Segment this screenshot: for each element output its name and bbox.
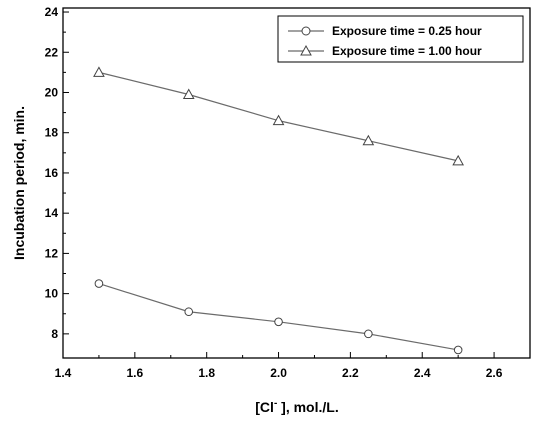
- legend-label-1: Exposure time = 1.00 hour: [332, 44, 482, 58]
- point-0-2: [274, 317, 283, 327]
- x-tick-label-1: 1.6: [127, 366, 144, 380]
- point-1-1: [182, 88, 195, 99]
- y-axis-title: Incubation period, min.: [11, 106, 27, 260]
- x-tick-label-6: 2.6: [486, 366, 503, 380]
- point-1-3: [362, 134, 375, 146]
- x-tick-label-2: 1.8: [198, 366, 215, 380]
- x-axis-title-superscript: -: [274, 398, 277, 409]
- y-tick-label-1: 10: [45, 287, 59, 301]
- x-axis-title-main: [Cl: [255, 399, 274, 415]
- point-0-4: [453, 345, 463, 355]
- x-axis: 1.4 1.6 1.8 2.0 2.2 2.4 2.6: [55, 352, 503, 380]
- y-axis: 8 10 12 14 16 18 20 22 24: [45, 5, 69, 341]
- x-tick-label-5: 2.4: [414, 366, 431, 380]
- point-0-0: [94, 279, 104, 288]
- y-tick-label-0: 8: [51, 327, 58, 341]
- point-1-0: [93, 66, 105, 77]
- y-tick-label-5: 18: [45, 126, 59, 140]
- legend-label-0: Exposure time = 0.25 hour: [332, 24, 482, 38]
- y-tick-label-2: 12: [45, 246, 59, 260]
- y-tick-label-6: 20: [45, 85, 59, 99]
- x-axis-title-rest: ], mol./L.: [277, 399, 338, 415]
- y-tick-label-3: 14: [45, 206, 59, 220]
- x-tick-label-4: 2.2: [342, 366, 359, 380]
- series-line-0: [98, 283, 459, 351]
- legend-marker-circle: [301, 26, 311, 36]
- point-0-3: [364, 329, 373, 339]
- x-tick-label-0: 1.4: [55, 366, 72, 380]
- y-tick-label-7: 22: [45, 45, 59, 59]
- point-1-2: [272, 114, 285, 126]
- plot-frame: [62, 7, 531, 359]
- legend-box: [277, 15, 524, 63]
- y-tick-label-4: 16: [45, 166, 59, 180]
- point-1-4: [452, 154, 465, 166]
- x-axis-title: [Cl- ], mol./L.: [255, 398, 338, 415]
- legend: Exposure time = 0.25 hour Exposure time …: [277, 15, 524, 63]
- x-tick-label-3: 2.0: [270, 366, 287, 380]
- legend-marker-triangle: [300, 44, 312, 56]
- y-tick-label-8: 24: [45, 5, 59, 19]
- point-0-1: [184, 307, 194, 317]
- series-layer: [93, 66, 465, 355]
